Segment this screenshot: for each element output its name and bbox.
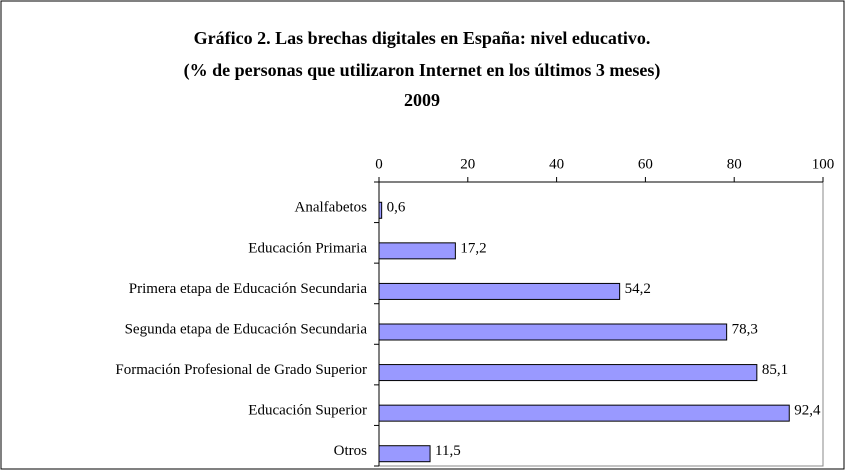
y-tick-label: Primera etapa de Educación Secundaria <box>129 281 368 297</box>
value-label: 92,4 <box>794 403 821 419</box>
y-tick-label: Otros <box>334 443 367 459</box>
y-tick-label: Educación Primaria <box>248 240 367 256</box>
chart-title: Gráfico 2. Las brechas digitales en Espa… <box>194 28 651 48</box>
bar <box>378 445 431 463</box>
value-label: 11,5 <box>435 443 461 459</box>
chart-subtitle: (% de personas que utilizaron Internet e… <box>184 60 661 81</box>
value-label: 17,2 <box>460 240 486 256</box>
x-tick-label: 80 <box>727 156 742 172</box>
x-tick-label: 60 <box>638 156 653 172</box>
bar <box>378 201 383 219</box>
chart-year: 2009 <box>404 90 440 110</box>
x-tick-label: 40 <box>549 156 564 172</box>
y-tick-label: Analfabetos <box>295 200 368 216</box>
value-label: 54,2 <box>625 281 651 297</box>
y-tick-label: Formación Profesional de Grado Superior <box>115 362 367 378</box>
y-tick-label: Educación Superior <box>248 403 367 419</box>
x-tick-label: 100 <box>812 156 835 172</box>
value-label: 78,3 <box>732 321 758 337</box>
x-tick-label: 0 <box>375 156 383 172</box>
value-label: 0,6 <box>387 200 406 216</box>
bar <box>378 404 790 422</box>
value-label: 85,1 <box>762 362 788 378</box>
bar <box>378 323 728 341</box>
bar <box>378 242 456 260</box>
bar <box>378 282 621 300</box>
x-tick-label: 20 <box>460 156 475 172</box>
y-tick-label: Segunda etapa de Educación Secundaria <box>125 321 368 337</box>
bar <box>378 364 758 382</box>
